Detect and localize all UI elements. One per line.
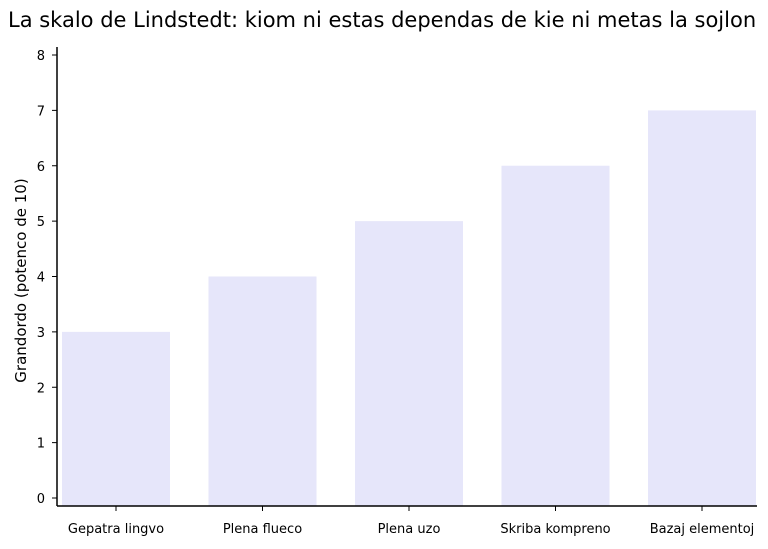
bar (648, 110, 756, 506)
y-axis-ticks: 0 1 2 3 4 5 6 7 8 (37, 49, 57, 507)
bar (208, 276, 317, 506)
x-tick-label: Skriba kompreno (500, 522, 610, 537)
x-axis-ticks: Gepatra lingvo Plena flueco Plena uzo Skrib… (68, 506, 754, 537)
y-tick-label: 7 (37, 104, 45, 119)
bar (355, 221, 463, 506)
x-tick-label: Bazaj elementoj (650, 522, 755, 537)
x-tick-label: Plena uzo (378, 522, 441, 537)
y-axis-label: Grandordo (potenco de 10) (12, 178, 30, 382)
bar (501, 165, 610, 506)
chart-title: La skalo de Lindstedt: kiom ni estas dep… (8, 8, 757, 32)
y-tick-label: 0 (37, 492, 45, 507)
x-tick-label: Plena flueco (223, 522, 302, 537)
y-tick-label: 4 (37, 271, 45, 286)
y-tick-label: 1 (37, 437, 45, 452)
y-tick-label: 6 (37, 160, 45, 175)
bars-group (62, 110, 756, 506)
y-tick-label: 3 (37, 326, 45, 341)
y-tick-label: 8 (37, 49, 45, 64)
bar (62, 331, 170, 506)
y-tick-label: 2 (37, 381, 45, 396)
x-tick-label: Gepatra lingvo (68, 522, 164, 537)
y-tick-label: 5 (37, 215, 45, 230)
